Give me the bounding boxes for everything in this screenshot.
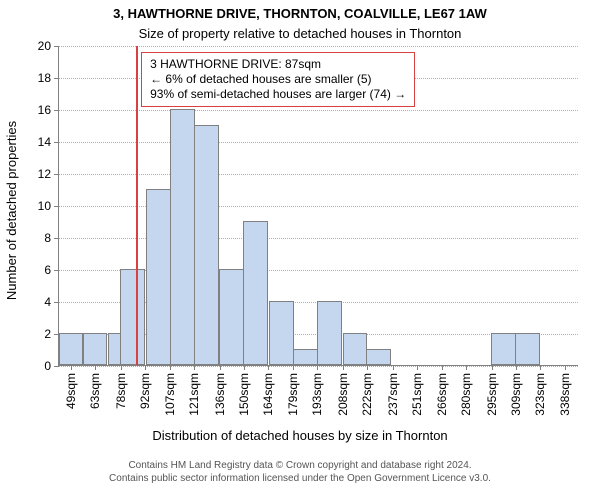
- xtick-mark: [145, 365, 146, 370]
- histogram-bar: [83, 333, 108, 365]
- xtick-label: 309sqm: [509, 373, 523, 416]
- credit-line1: Contains HM Land Registry data © Crown c…: [128, 460, 471, 471]
- x-axis-label: Distribution of detached houses by size …: [0, 428, 600, 443]
- xtick-label: 107sqm: [163, 373, 177, 416]
- xtick-mark: [121, 365, 122, 370]
- xtick-label: 338sqm: [558, 373, 572, 416]
- ytick-label: 14: [38, 135, 51, 149]
- ytick-label: 18: [38, 71, 51, 85]
- histogram-bar: [120, 269, 145, 365]
- xtick-label: 237sqm: [386, 373, 400, 416]
- xtick-label: 121sqm: [187, 373, 201, 416]
- xtick-label: 323sqm: [533, 373, 547, 416]
- xtick-mark: [194, 365, 195, 370]
- xtick-mark: [393, 365, 394, 370]
- histogram-bar: [219, 269, 244, 365]
- xtick-label: 150sqm: [237, 373, 251, 416]
- xtick-label: 193sqm: [310, 373, 324, 416]
- xtick-mark: [268, 365, 269, 370]
- annotation-line1: 3 HAWTHORNE DRIVE: 87sqm: [150, 57, 321, 71]
- annotation-line2: ← 6% of detached houses are smaller (5): [150, 72, 371, 86]
- plot-area: 0246810121416182049sqm63sqm78sqm92sqm107…: [58, 46, 578, 366]
- ytick-label: 4: [44, 295, 51, 309]
- chart-title-address: 3, HAWTHORNE DRIVE, THORNTON, COALVILLE,…: [0, 6, 600, 21]
- ytick-mark: [54, 110, 59, 111]
- ytick-label: 10: [38, 199, 51, 213]
- credit-text: Contains HM Land Registry data © Crown c…: [0, 460, 600, 485]
- xtick-label: 208sqm: [336, 373, 350, 416]
- ytick-label: 12: [38, 167, 51, 181]
- figure: { "layout": { "width": 600, "height": 50…: [0, 0, 600, 500]
- xtick-label: 266sqm: [435, 373, 449, 416]
- xtick-label: 280sqm: [459, 373, 473, 416]
- ytick-mark: [54, 174, 59, 175]
- histogram-bar: [194, 125, 219, 365]
- xtick-mark: [492, 365, 493, 370]
- xtick-label: 179sqm: [286, 373, 300, 416]
- histogram-bar: [317, 301, 342, 365]
- credit-line2: Contains public sector information licen…: [109, 473, 491, 484]
- histogram-bar: [366, 349, 391, 365]
- histogram-bar: [491, 333, 516, 365]
- xtick-mark: [293, 365, 294, 370]
- xtick-mark: [565, 365, 566, 370]
- ytick-mark: [54, 46, 59, 47]
- histogram-bar: [293, 349, 318, 365]
- histogram-bar: [170, 109, 195, 365]
- xtick-mark: [71, 365, 72, 370]
- xtick-label: 295sqm: [485, 373, 499, 416]
- histogram-bar: [59, 333, 84, 365]
- xtick-mark: [95, 365, 96, 370]
- ytick-mark: [54, 302, 59, 303]
- ytick-label: 8: [44, 231, 51, 245]
- ytick-label: 2: [44, 327, 51, 341]
- histogram-bar: [243, 221, 268, 365]
- xtick-label: 92sqm: [138, 373, 152, 409]
- ytick-mark: [54, 270, 59, 271]
- xtick-mark: [244, 365, 245, 370]
- xtick-label: 78sqm: [114, 373, 128, 409]
- gridline: [59, 366, 578, 367]
- xtick-mark: [343, 365, 344, 370]
- chart-title-subtitle: Size of property relative to detached ho…: [0, 26, 600, 41]
- ytick-mark: [54, 78, 59, 79]
- ytick-mark: [54, 206, 59, 207]
- xtick-mark: [466, 365, 467, 370]
- y-axis-label: Number of detached properties: [5, 120, 20, 299]
- xtick-label: 63sqm: [88, 373, 102, 409]
- annotation-box: 3 HAWTHORNE DRIVE: 87sqm← 6% of detached…: [141, 52, 415, 107]
- xtick-mark: [367, 365, 368, 370]
- xtick-mark: [540, 365, 541, 370]
- xtick-label: 136sqm: [213, 373, 227, 416]
- histogram-bar: [269, 301, 294, 365]
- xtick-label: 251sqm: [410, 373, 424, 416]
- ytick-mark: [54, 366, 59, 367]
- annotation-line3: 93% of semi-detached houses are larger (…: [150, 87, 406, 101]
- property-marker-line: [136, 46, 138, 365]
- xtick-mark: [220, 365, 221, 370]
- histogram-bar: [343, 333, 368, 365]
- histogram-bar: [146, 189, 171, 365]
- ytick-label: 0: [44, 359, 51, 373]
- ytick-label: 20: [38, 39, 51, 53]
- xtick-label: 222sqm: [360, 373, 374, 416]
- histogram-bar: [515, 333, 540, 365]
- ytick-mark: [54, 142, 59, 143]
- ytick-label: 16: [38, 103, 51, 117]
- ytick-label: 6: [44, 263, 51, 277]
- xtick-label: 49sqm: [64, 373, 78, 409]
- xtick-label: 164sqm: [261, 373, 275, 416]
- xtick-mark: [442, 365, 443, 370]
- xtick-mark: [317, 365, 318, 370]
- y-axis-label-wrap: Number of detached properties: [2, 0, 22, 420]
- xtick-mark: [170, 365, 171, 370]
- ytick-mark: [54, 238, 59, 239]
- xtick-mark: [417, 365, 418, 370]
- xtick-mark: [516, 365, 517, 370]
